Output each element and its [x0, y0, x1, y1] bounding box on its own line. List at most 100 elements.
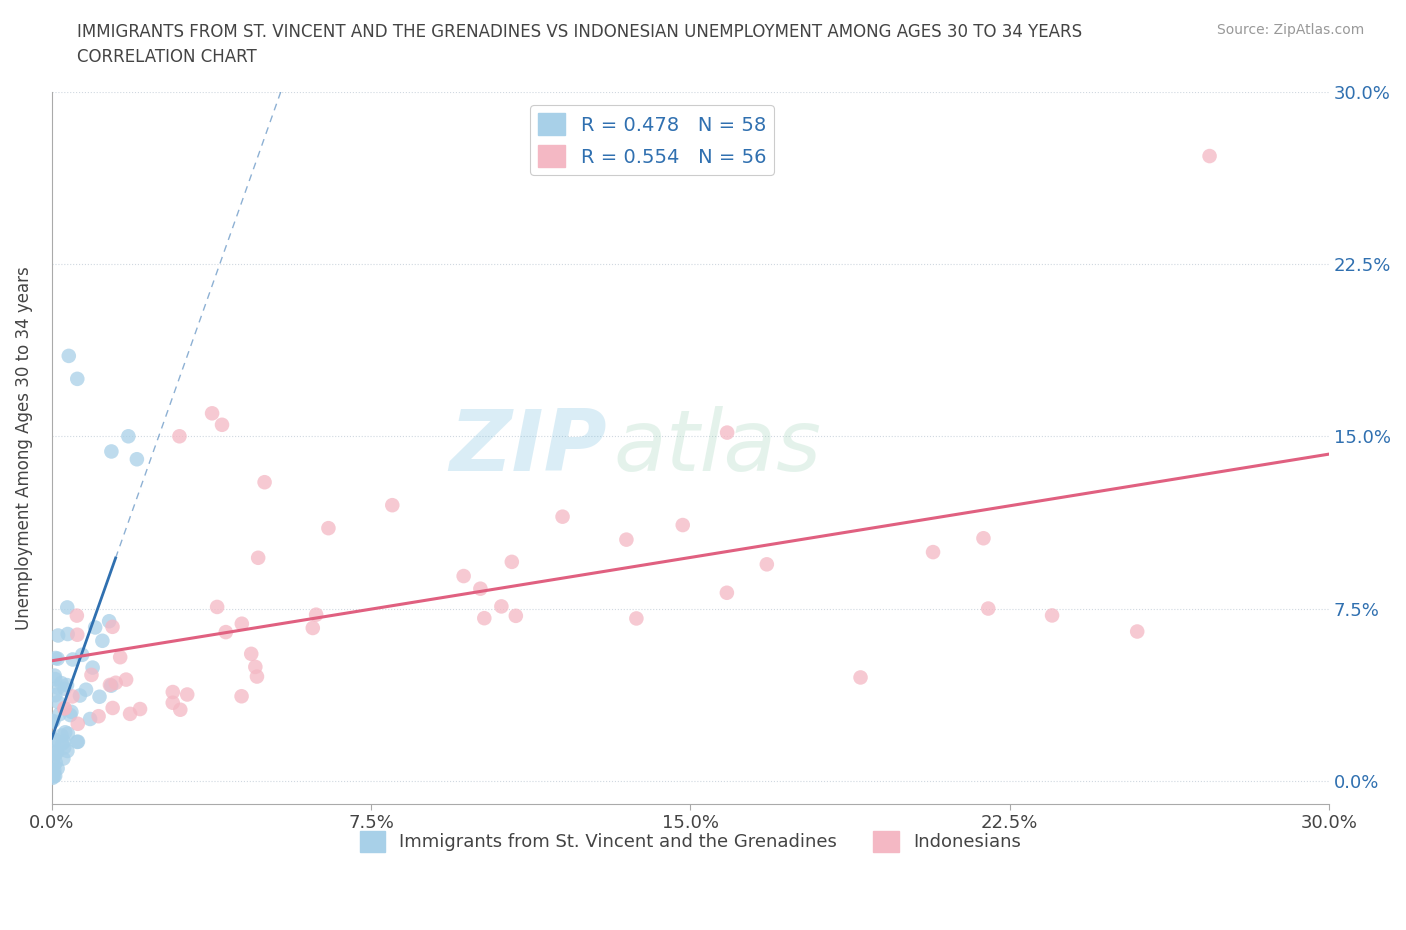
Point	[120, 707, 142, 722]
Point	[87, 709, 110, 724]
Point	[51, 676, 73, 691]
Point	[125, 452, 148, 467]
Point	[45, 745, 67, 760]
Point	[253, 475, 276, 490]
Point	[89, 689, 111, 704]
Point	[247, 551, 270, 565]
Text: Source: ZipAtlas.com: Source: ZipAtlas.com	[1216, 23, 1364, 37]
Point	[70, 647, 93, 662]
Point	[98, 614, 121, 629]
Point	[66, 735, 89, 750]
Point	[215, 625, 238, 640]
Point	[381, 498, 404, 512]
Point	[46, 761, 69, 776]
Point	[44, 651, 66, 666]
Point	[56, 678, 79, 693]
Point	[60, 704, 83, 719]
Point	[66, 716, 89, 731]
Point	[46, 651, 69, 666]
Text: CORRELATION CHART: CORRELATION CHART	[77, 48, 257, 66]
Point	[301, 620, 323, 635]
Point	[56, 600, 79, 615]
Point	[42, 753, 65, 768]
Point	[1198, 149, 1220, 164]
Point	[977, 601, 1000, 616]
Point	[42, 764, 65, 779]
Point	[162, 684, 184, 699]
Point	[42, 769, 65, 784]
Point	[53, 682, 76, 697]
Point	[56, 726, 79, 741]
Point	[162, 696, 184, 711]
Point	[108, 650, 131, 665]
Point	[84, 620, 107, 635]
Point	[616, 532, 638, 547]
Point	[44, 763, 66, 777]
Point	[505, 608, 527, 623]
Text: ZIP: ZIP	[450, 406, 607, 489]
Point	[46, 628, 69, 643]
Point	[318, 521, 340, 536]
Point	[849, 670, 872, 684]
Legend: Immigrants from St. Vincent and the Grenadines, Indonesians: Immigrants from St. Vincent and the Gren…	[353, 824, 1028, 858]
Point	[205, 600, 228, 615]
Point	[101, 619, 124, 634]
Point	[60, 689, 83, 704]
Point	[44, 744, 66, 759]
Point	[231, 617, 253, 631]
Point	[501, 554, 523, 569]
Point	[240, 646, 263, 661]
Point	[104, 675, 127, 690]
Point	[51, 728, 73, 743]
Text: IMMIGRANTS FROM ST. VINCENT AND THE GRENADINES VS INDONESIAN UNEMPLOYMENT AMONG : IMMIGRANTS FROM ST. VINCENT AND THE GREN…	[77, 23, 1083, 41]
Point	[44, 671, 66, 686]
Point	[716, 585, 738, 600]
Point	[66, 628, 89, 643]
Point	[129, 701, 152, 716]
Point	[41, 768, 63, 783]
Point	[491, 599, 513, 614]
Point	[66, 608, 89, 623]
Point	[46, 681, 69, 696]
Point	[91, 633, 114, 648]
Point	[169, 429, 191, 444]
Point	[44, 733, 66, 748]
Point	[201, 405, 224, 420]
Point	[53, 740, 76, 755]
Point	[42, 713, 65, 728]
Point	[53, 734, 76, 749]
Point	[66, 371, 89, 386]
Point	[46, 695, 69, 710]
Point	[52, 751, 75, 766]
Point	[176, 687, 198, 702]
Point	[169, 702, 191, 717]
Point	[80, 668, 103, 683]
Point	[59, 708, 82, 723]
Point	[56, 627, 79, 642]
Point	[1040, 608, 1063, 623]
Point	[470, 581, 492, 596]
Point	[58, 349, 80, 364]
Point	[117, 429, 139, 444]
Point	[755, 557, 778, 572]
Point	[79, 711, 101, 726]
Point	[53, 701, 76, 716]
Point	[53, 701, 76, 716]
Point	[48, 707, 70, 722]
Point	[626, 611, 648, 626]
Point	[100, 444, 122, 458]
Y-axis label: Unemployment Among Ages 30 to 34 years: Unemployment Among Ages 30 to 34 years	[15, 266, 32, 630]
Point	[211, 418, 233, 432]
Point	[101, 700, 124, 715]
Point	[231, 689, 253, 704]
Point	[45, 747, 67, 762]
Point	[56, 744, 79, 759]
Point	[100, 678, 122, 693]
Text: atlas: atlas	[613, 406, 821, 489]
Point	[41, 714, 63, 729]
Point	[115, 672, 138, 687]
Point	[42, 732, 65, 747]
Point	[53, 724, 76, 739]
Point	[672, 518, 695, 533]
Point	[51, 737, 73, 751]
